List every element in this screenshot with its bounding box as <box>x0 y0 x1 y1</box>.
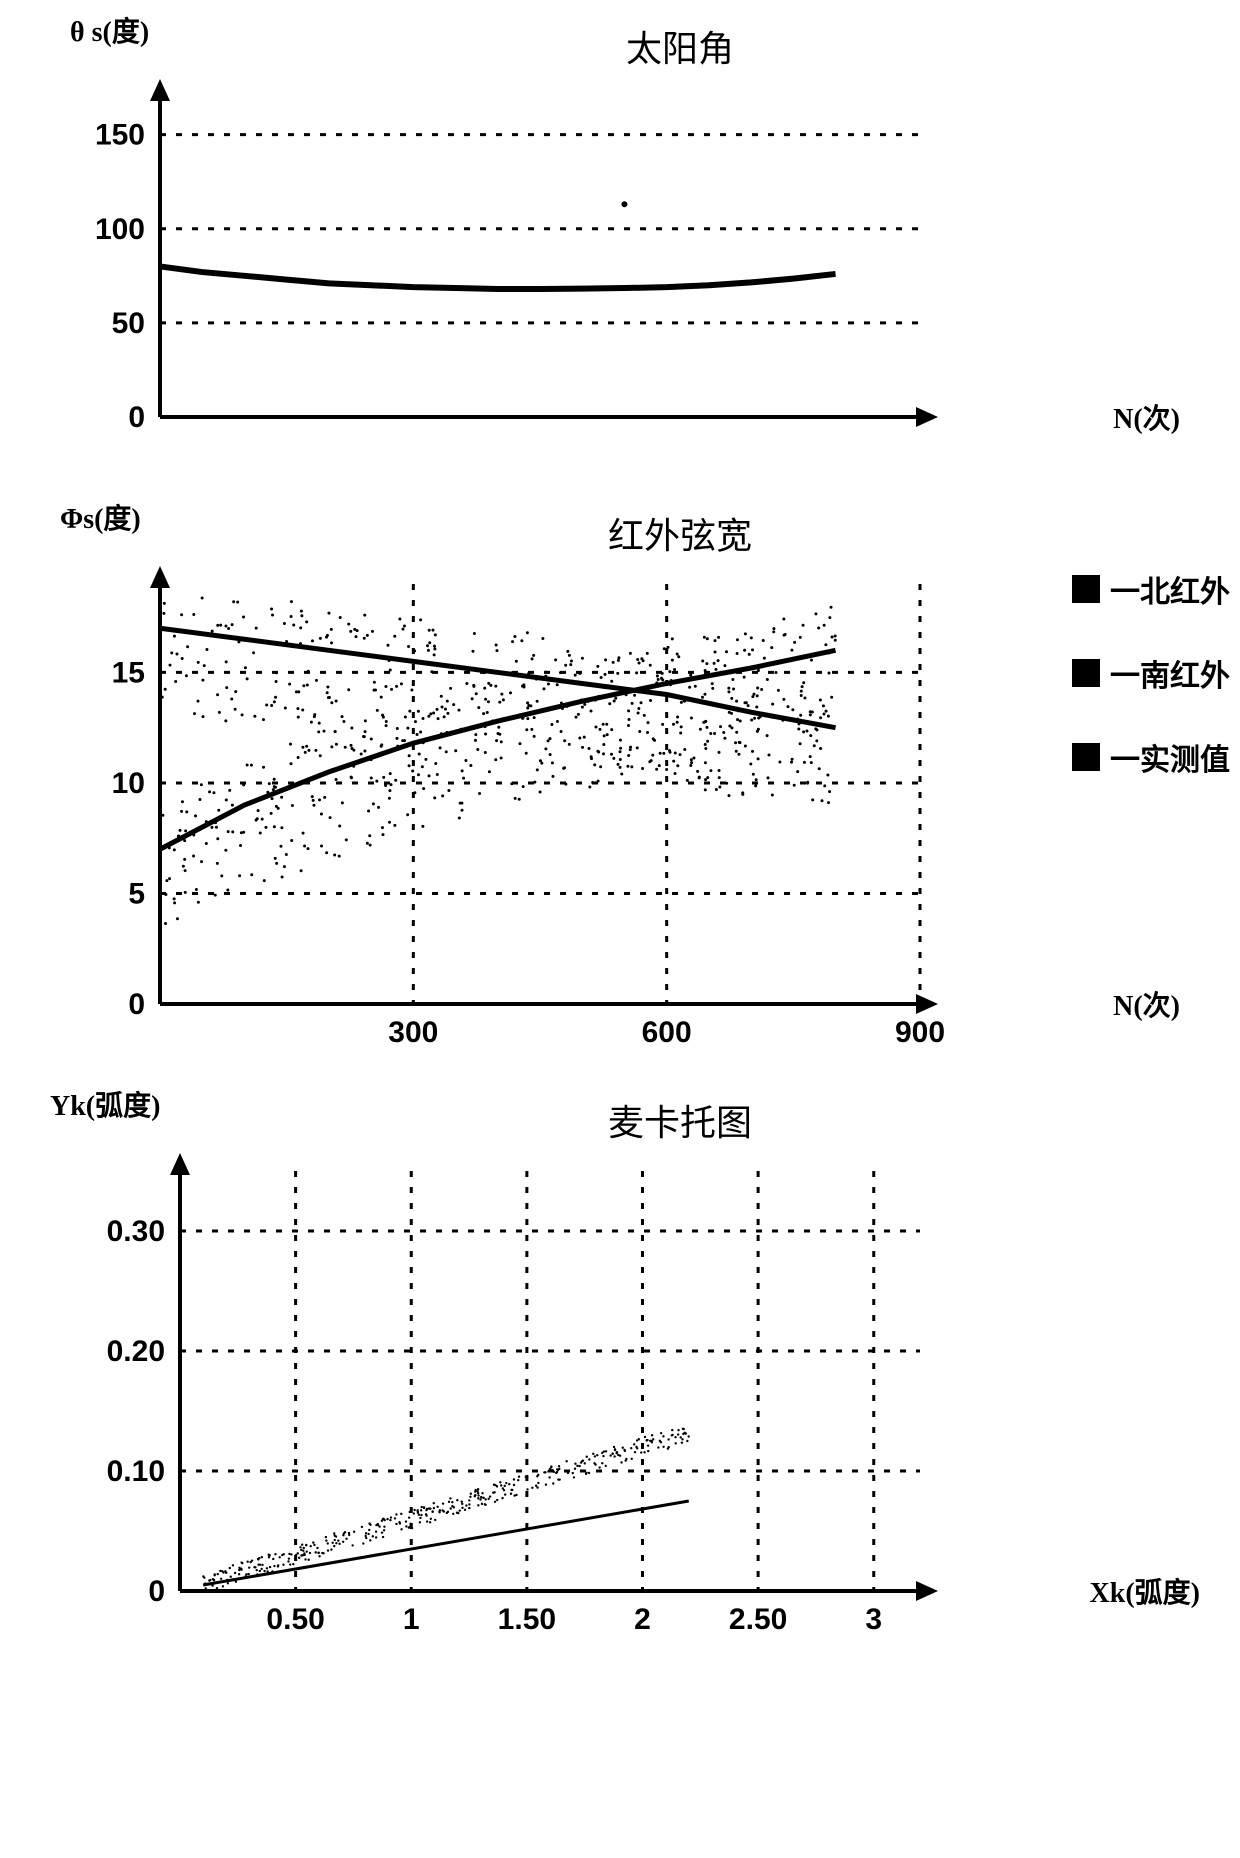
svg-text:1: 1 <box>403 1603 420 1636</box>
chart1-ylabel: θ s(度) <box>70 10 149 50</box>
svg-text:2: 2 <box>634 1603 651 1636</box>
legend-marker-icon <box>1072 743 1100 771</box>
legend-marker-icon <box>1072 575 1100 603</box>
chart3-svg: 0 0.10 0.20 0.30 0.50 1 1.50 2 2.50 3 <box>20 1151 1080 1651</box>
chart1-xlabel: N(次) <box>1113 397 1180 437</box>
legend-item: 一北红外 <box>1072 567 1230 611</box>
svg-text:1.50: 1.50 <box>498 1603 556 1636</box>
svg-text:0: 0 <box>128 988 145 1021</box>
chart2-container: Φs(度) 红外弦宽 051015300600900 N(次) 一北红外一南红外… <box>20 507 1220 1064</box>
legend-label: 一南红外 <box>1110 651 1230 695</box>
svg-text:0.10: 0.10 <box>107 1455 165 1488</box>
svg-text:5: 5 <box>128 877 145 910</box>
svg-text:100: 100 <box>95 213 145 246</box>
chart2-xlabel: N(次) <box>1113 984 1180 1024</box>
svg-text:0.30: 0.30 <box>107 1215 165 1248</box>
svg-text:15: 15 <box>112 656 145 689</box>
chart2-legend: 一北红外一南红外一实测值 <box>1072 567 1230 819</box>
svg-text:900: 900 <box>895 1016 945 1049</box>
chart3-xlabel: Xk(弧度) <box>1090 1571 1200 1611</box>
svg-text:0: 0 <box>128 401 145 434</box>
legend-item: 一南红外 <box>1072 651 1230 695</box>
chart1-title: 太阳角 <box>140 20 1220 72</box>
svg-text:3: 3 <box>865 1603 882 1636</box>
chart3-ylabel: Yk(弧度) <box>50 1084 160 1124</box>
legend-label: 一北红外 <box>1110 567 1230 611</box>
svg-text:50: 50 <box>112 307 145 340</box>
chart2-title: 红外弦宽 <box>140 507 1220 559</box>
chart3-title: 麦卡托图 <box>140 1094 1220 1146</box>
chart3-container: Yk(弧度) 麦卡托图 00.100.200.300.5011.5022.503… <box>20 1094 1220 1651</box>
legend-label: 一实测值 <box>1110 735 1230 779</box>
svg-text:300: 300 <box>388 1016 438 1049</box>
svg-text:10: 10 <box>112 767 145 800</box>
chart2-ylabel: Φs(度) <box>60 497 141 537</box>
legend-item: 一实测值 <box>1072 735 1230 779</box>
chart1-svg: 0 50 100 150 <box>20 77 1080 477</box>
svg-text:0.50: 0.50 <box>266 1603 324 1636</box>
svg-text:150: 150 <box>95 119 145 152</box>
svg-text:0: 0 <box>148 1575 165 1608</box>
chart2-svg: 0 5 10 15 300 600 900 <box>20 564 1080 1064</box>
svg-text:2.50: 2.50 <box>729 1603 787 1636</box>
legend-marker-icon <box>1072 659 1100 687</box>
chart1-container: θ s(度) 太阳角 050100150 N(次) <box>20 20 1220 477</box>
svg-text:0.20: 0.20 <box>107 1335 165 1368</box>
svg-text:600: 600 <box>642 1016 692 1049</box>
